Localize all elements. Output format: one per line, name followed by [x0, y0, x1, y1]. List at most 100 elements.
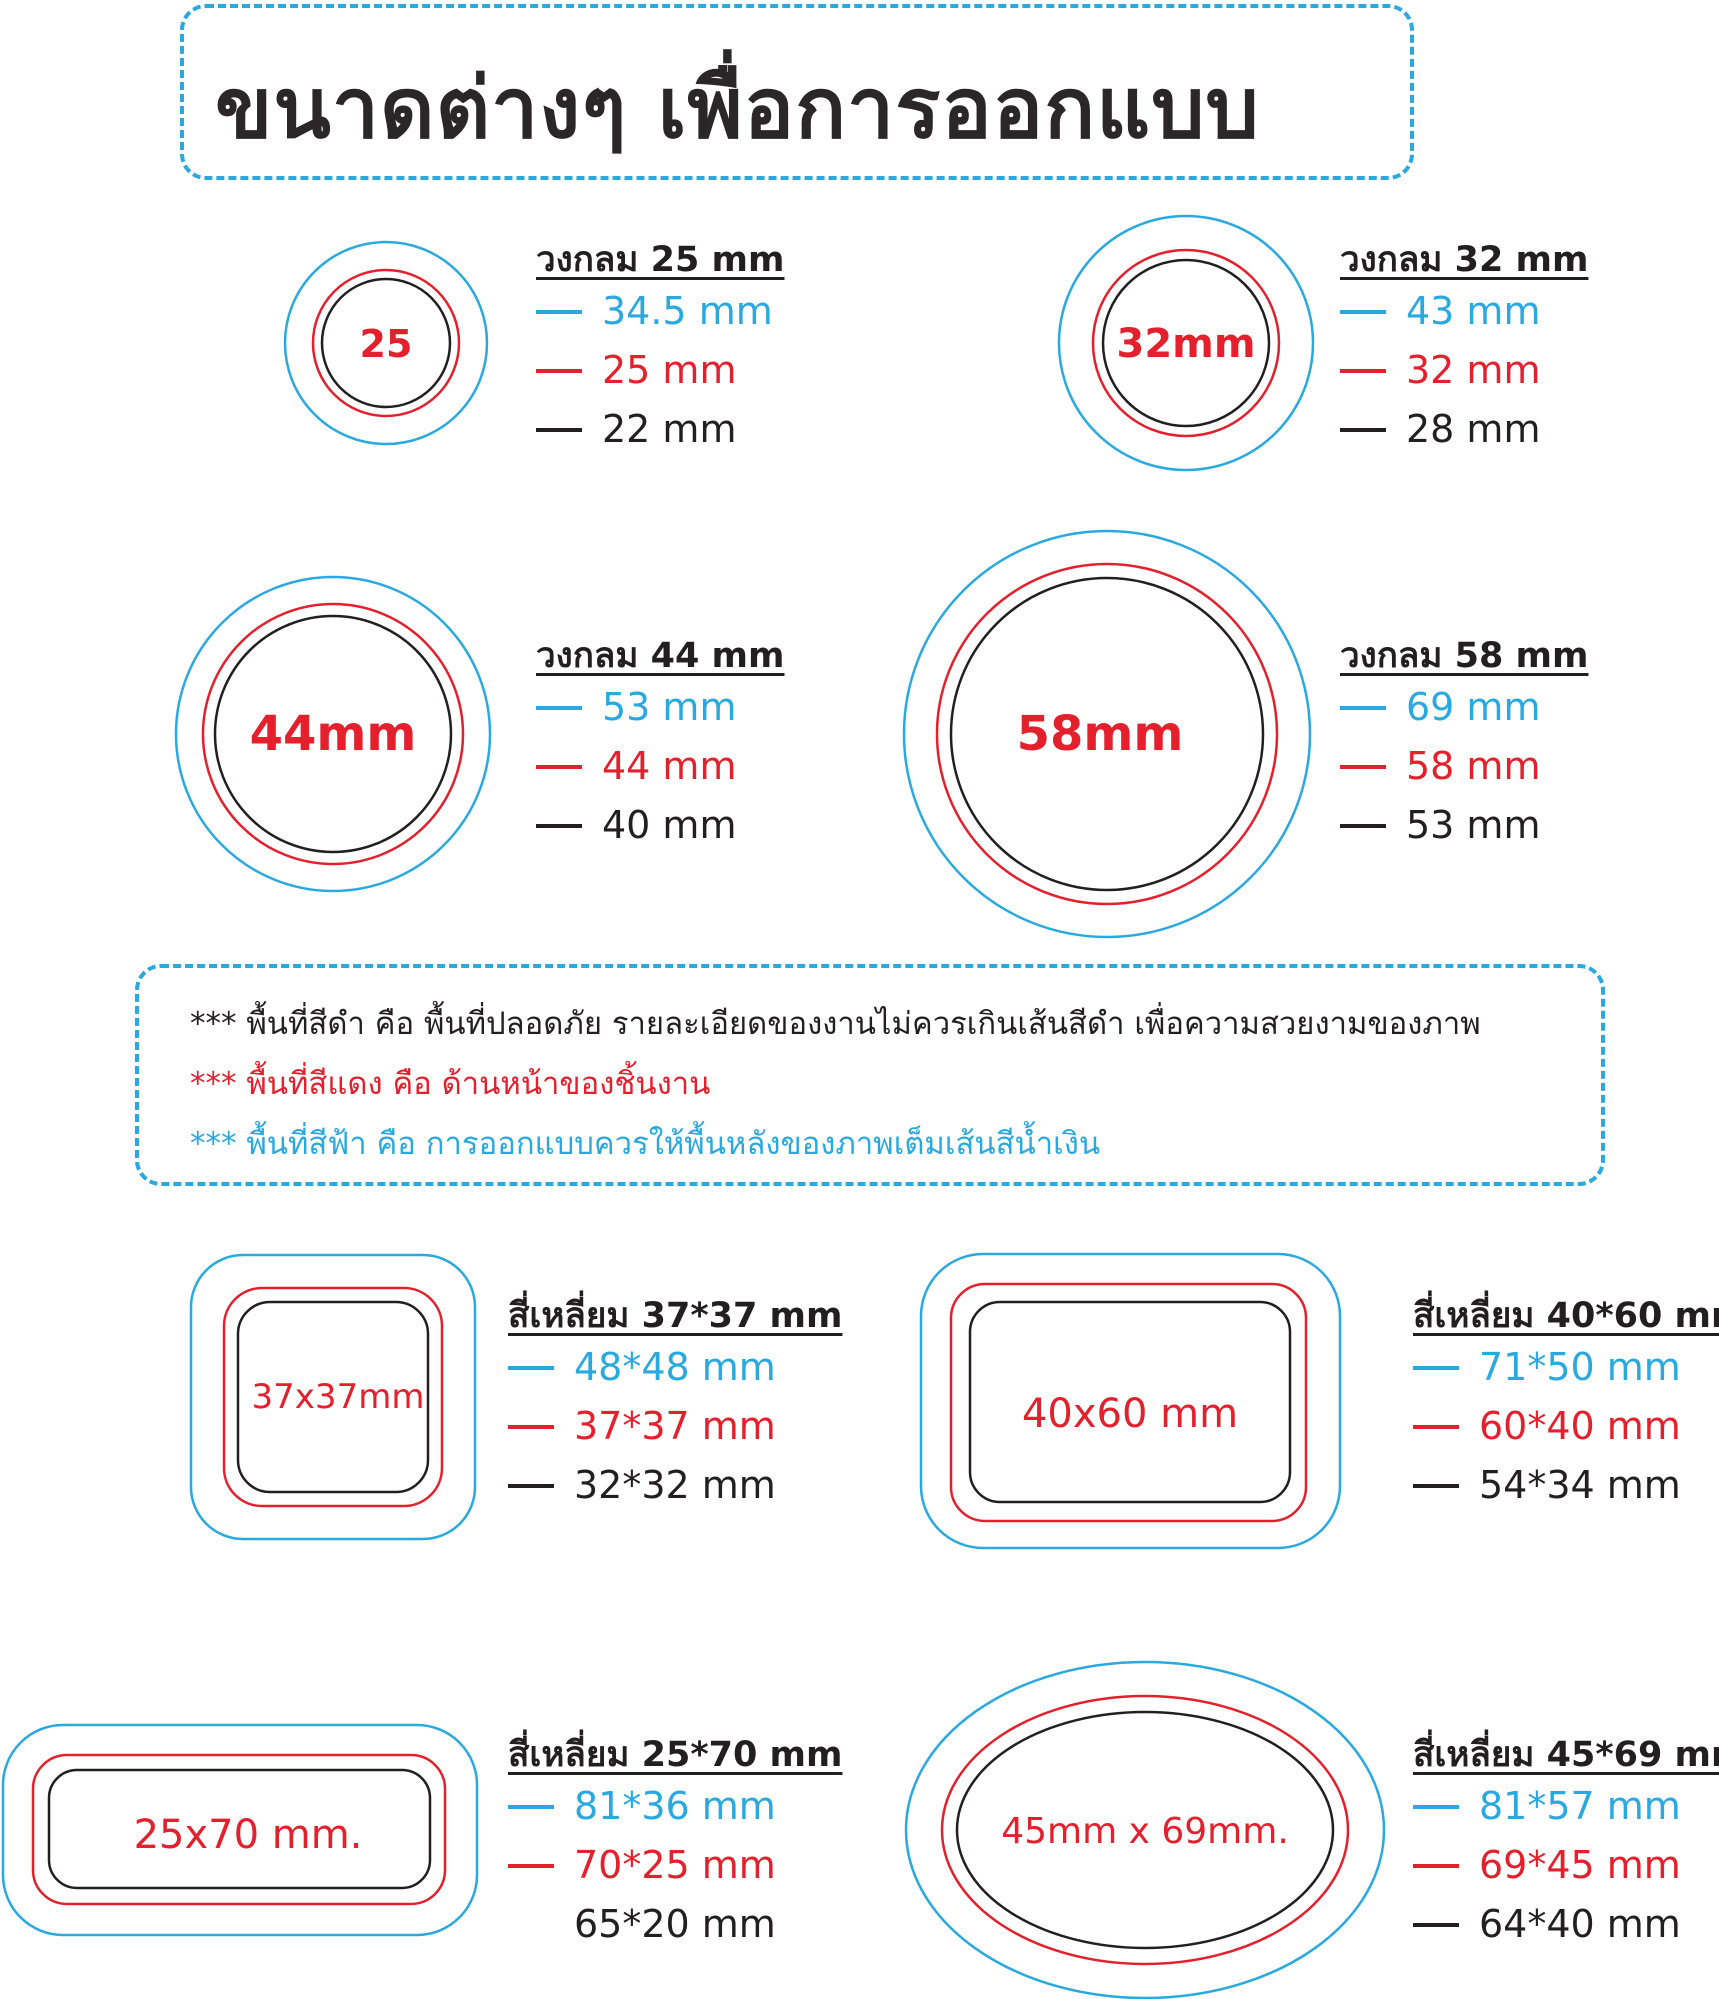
spec-blue-size: 81*36 mm [508, 1777, 842, 1836]
note-bleed-area: *** พื้นที่สีฟ้า คือ การออกแบบควรให้พื้น… [190, 1126, 1101, 1162]
spec-blue-value: 48*48 mm [574, 1345, 776, 1389]
circle-32-template [1057, 214, 1315, 472]
square-37-label: 37x37mm [252, 1377, 425, 1417]
rect-40x60-blue-outline [919, 1252, 1342, 1550]
spec-black-value: 40 mm [602, 803, 737, 847]
rect-40x60-template [919, 1252, 1342, 1550]
spec-black-size: 53 mm [1340, 796, 1588, 855]
rect-25x70-label: 25x70 mm. [134, 1812, 363, 1858]
circle-58-template [902, 529, 1312, 939]
spec-square-37x37: สี่เหลี่ยม 37*37 mm 48*48 mm 37*37 mm 32… [508, 1294, 842, 1515]
spec-blue-size: 81*57 mm [1413, 1777, 1719, 1836]
spec-heading: สี่เหลี่ยม 37*37 mm [508, 1296, 843, 1336]
spec-heading: วงกลม 58 mm [1340, 636, 1589, 676]
square-37-blue-outline [189, 1253, 477, 1541]
spec-red-size: 25 mm [536, 341, 784, 400]
spec-red-value: 37*37 mm [574, 1404, 776, 1448]
blue-line-icon [1340, 705, 1386, 710]
spec-black-value: 53 mm [1406, 803, 1541, 847]
circle-44-template [174, 575, 492, 893]
spec-black-size: 32*32 mm [508, 1456, 842, 1515]
circle-44-blue-outline [174, 575, 492, 893]
black-line-icon [1413, 1922, 1459, 1927]
black-line-icon [1340, 823, 1386, 828]
red-line-icon [536, 368, 582, 373]
circle-25-red-outline [311, 268, 461, 418]
circle-25-label: 25 [360, 322, 413, 366]
spec-red-value: 44 mm [602, 744, 737, 788]
spec-red-size: 44 mm [536, 737, 784, 796]
black-line-icon [1413, 1483, 1459, 1488]
spec-black-value: 32*32 mm [574, 1463, 776, 1507]
spec-heading: สี่เหลี่ยม 45*69 mm [1413, 1735, 1719, 1775]
note-front-area: *** พื้นที่สีแดง คือ ด้านหน้าของชิ้นงาน [190, 1066, 711, 1102]
circle-25-blue-outline [283, 240, 489, 446]
spec-blue-size: 69 mm [1340, 678, 1588, 737]
spec-red-value: 60*40 mm [1479, 1404, 1681, 1448]
spec-blue-value: 71*50 mm [1479, 1345, 1681, 1389]
spec-red-value: 32 mm [1406, 348, 1541, 392]
red-line-icon [1340, 368, 1386, 373]
rect-25x70-red-outline [31, 1753, 447, 1906]
spec-blue-value: 81*57 mm [1479, 1784, 1681, 1828]
rect-40x60-label: 40x60 mm [1022, 1391, 1238, 1437]
square-37x37-template [189, 1253, 477, 1541]
spec-red-size: 58 mm [1340, 737, 1588, 796]
blue-line-icon [1413, 1365, 1459, 1370]
spec-red-size: 69*45 mm [1413, 1836, 1719, 1895]
spec-black-size: 54*34 mm [1413, 1456, 1719, 1515]
red-line-icon [536, 764, 582, 769]
blue-line-icon [536, 309, 582, 314]
circle-58-blue-outline [902, 529, 1312, 939]
red-line-icon [1340, 764, 1386, 769]
spec-heading: สี่เหลี่ยม 25*70 mm [508, 1735, 843, 1775]
ellipse-blue-outline [904, 1660, 1386, 1999]
spec-circle-32: วงกลม 32 mm 43 mm 32 mm 28 mm [1340, 238, 1588, 459]
spec-blue-value: 53 mm [602, 685, 737, 729]
spec-red-size: 70*25 mm [508, 1836, 842, 1895]
circle-25-template [283, 240, 489, 446]
square-37-red-outline [222, 1286, 444, 1508]
black-line-icon [536, 427, 582, 432]
spec-heading: สี่เหลี่ยม 40*60 mm [1413, 1296, 1719, 1336]
spec-black-value: 28 mm [1406, 407, 1541, 451]
circle-58-black-outline [949, 576, 1265, 892]
rect-25x70-template [1, 1723, 479, 1937]
spec-ellipse-45x69: สี่เหลี่ยม 45*69 mm 81*57 mm 69*45 mm 64… [1413, 1733, 1719, 1954]
square-37-black-outline [236, 1300, 430, 1494]
note-safe-area: *** พื้นที่สีดำ คือ พื้นที่ปลอดภัย รายละ… [190, 1006, 1481, 1042]
circle-32-blue-outline [1057, 214, 1315, 472]
black-line-icon [508, 1923, 554, 1927]
blue-line-icon [1340, 309, 1386, 314]
circle-32-label: 32mm [1116, 321, 1255, 367]
spec-black-size: 22 mm [536, 400, 784, 459]
rect-40x60-black-outline [968, 1300, 1292, 1504]
spec-black-value: 64*40 mm [1479, 1902, 1681, 1946]
spec-black-size: 40 mm [536, 796, 784, 855]
page-title: ขนาดต่างๆ เพื่อการออกแบบ [215, 59, 1260, 157]
rect-40x60-red-outline [949, 1282, 1308, 1523]
spec-black-size: 28 mm [1340, 400, 1588, 459]
ellipse-black-outline [955, 1710, 1335, 1950]
spec-blue-size: 43 mm [1340, 282, 1588, 341]
circle-32-black-outline [1101, 258, 1271, 428]
black-line-icon [536, 823, 582, 828]
spec-rect-40x60: สี่เหลี่ยม 40*60 mm 71*50 mm 60*40 mm 54… [1413, 1294, 1719, 1515]
circle-58-label: 58mm [1017, 706, 1184, 762]
red-line-icon [1413, 1424, 1459, 1429]
spec-blue-size: 48*48 mm [508, 1338, 842, 1397]
circle-25-black-outline [320, 277, 452, 409]
ellipse-label: 45mm x 69mm. [1001, 1811, 1289, 1852]
spec-circle-58: วงกลม 58 mm 69 mm 58 mm 53 mm [1340, 634, 1588, 855]
rect-25x70-blue-outline [1, 1723, 479, 1937]
blue-line-icon [1413, 1804, 1459, 1809]
spec-black-size: 65*20 mm [508, 1895, 842, 1954]
spec-red-size: 37*37 mm [508, 1397, 842, 1456]
notes-frame [135, 964, 1605, 1186]
spec-blue-size: 34.5 mm [536, 282, 784, 341]
spec-rect-25x70: สี่เหลี่ยม 25*70 mm 81*36 mm 70*25 mm 65… [508, 1733, 842, 1954]
spec-blue-value: 34.5 mm [602, 289, 773, 333]
spec-circle-25: วงกลม 25 mm 34.5 mm 25 mm 22 mm [536, 238, 784, 459]
red-line-icon [1413, 1863, 1459, 1868]
spec-heading: วงกลม 25 mm [536, 240, 785, 280]
